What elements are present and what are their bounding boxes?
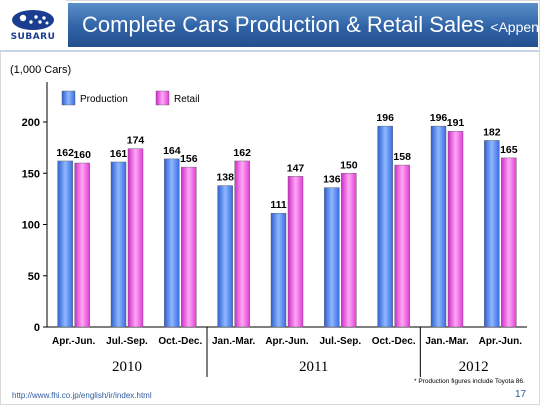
- production-bar: [484, 140, 500, 328]
- production-legend-swatch: [61, 90, 76, 106]
- retail-legend-swatch: [155, 90, 170, 106]
- y-tick-label: 100: [22, 220, 40, 232]
- production-bar: [57, 160, 73, 328]
- x-tick-label: Oct.-Dec.: [372, 336, 416, 347]
- production-data-label: 196: [376, 112, 394, 124]
- title-appendix: <Appendix>: [490, 19, 540, 35]
- x-tick-label: Jan.-Mar.: [212, 336, 256, 347]
- x-tick-label: Oct.-Dec.: [158, 336, 202, 347]
- y-tick-label: 50: [28, 271, 40, 283]
- retail-data-label: 156: [180, 153, 198, 165]
- production-data-label: 162: [56, 147, 74, 159]
- retail-bar: [181, 166, 197, 328]
- x-tick-label: Apr.-Jun.: [52, 336, 96, 347]
- production-bar: [430, 125, 447, 328]
- retail-data-label: 162: [233, 147, 251, 159]
- header-divider: [0, 50, 540, 52]
- retail-data-label: 160: [73, 149, 91, 161]
- retail-data-label: 191: [447, 117, 465, 129]
- x-tick-label: Apr.-Jun.: [265, 336, 309, 347]
- production-bar: [164, 158, 180, 328]
- x-tick-label: Jul.-Sep.: [319, 336, 361, 347]
- production-data-label: 136: [323, 174, 341, 186]
- y-tick-label: 150: [22, 168, 40, 180]
- header: SUBARU Complete Cars Production & Retail…: [0, 0, 540, 52]
- year-group-label: 2012: [459, 359, 489, 375]
- production-bar: [110, 161, 127, 328]
- x-tick-label: Jan.-Mar.: [425, 336, 469, 347]
- year-group-label: 2010: [112, 359, 142, 375]
- y-tick-label: 200: [22, 117, 40, 129]
- pleiades-star-logo-icon: [12, 9, 54, 30]
- page-title: Complete Cars Production & Retail Sales <…: [82, 12, 540, 38]
- y-tick-label: 0: [34, 322, 40, 334]
- retail-data-label: 174: [127, 135, 145, 147]
- title-main: Complete Cars Production & Retail Sales: [82, 12, 485, 37]
- production-bar: [377, 125, 393, 328]
- footer-url[interactable]: http://www.fhi.co.jp/english/ir/index.ht…: [12, 391, 152, 400]
- retail-bar: [447, 131, 464, 328]
- production-data-label: 196: [430, 112, 448, 124]
- year-group-label: 2011: [299, 359, 328, 375]
- retail-data-label: 165: [500, 144, 518, 156]
- subaru-logo: SUBARU: [0, 0, 66, 50]
- retail-bar: [74, 162, 90, 328]
- x-tick-label: Jul.-Sep.: [106, 336, 148, 347]
- retail-bar: [394, 164, 410, 328]
- page-number: 17: [515, 389, 527, 400]
- x-tick-label: Apr.-Jun.: [479, 336, 523, 347]
- retail-data-label: 150: [340, 159, 358, 171]
- production-data-label: 182: [483, 126, 501, 138]
- production-data-label: 138: [216, 172, 234, 184]
- production-data-label: 161: [110, 148, 128, 160]
- production-data-label: 164: [163, 145, 181, 157]
- footnote: * Production figures include Toyota 86.: [414, 378, 525, 385]
- retail-bar: [341, 173, 357, 328]
- logo-text: SUBARU: [10, 31, 56, 42]
- retail-bar: [127, 148, 144, 328]
- production-bar: [324, 187, 340, 328]
- retail-bar: [234, 160, 250, 328]
- unit-label: (1,000 Cars): [10, 64, 72, 76]
- retail-data-label: 147: [287, 162, 305, 174]
- production-data-label: 111: [270, 199, 287, 211]
- production-legend-label: Production: [80, 94, 128, 105]
- retail-legend-label: Retail: [174, 94, 200, 105]
- production-bar: [217, 185, 233, 328]
- retail-bar: [501, 157, 517, 328]
- retail-bar: [287, 176, 304, 328]
- title-band: Complete Cars Production & Retail Sales <…: [68, 3, 540, 47]
- production-bar: [270, 213, 287, 328]
- retail-data-label: 158: [393, 151, 411, 163]
